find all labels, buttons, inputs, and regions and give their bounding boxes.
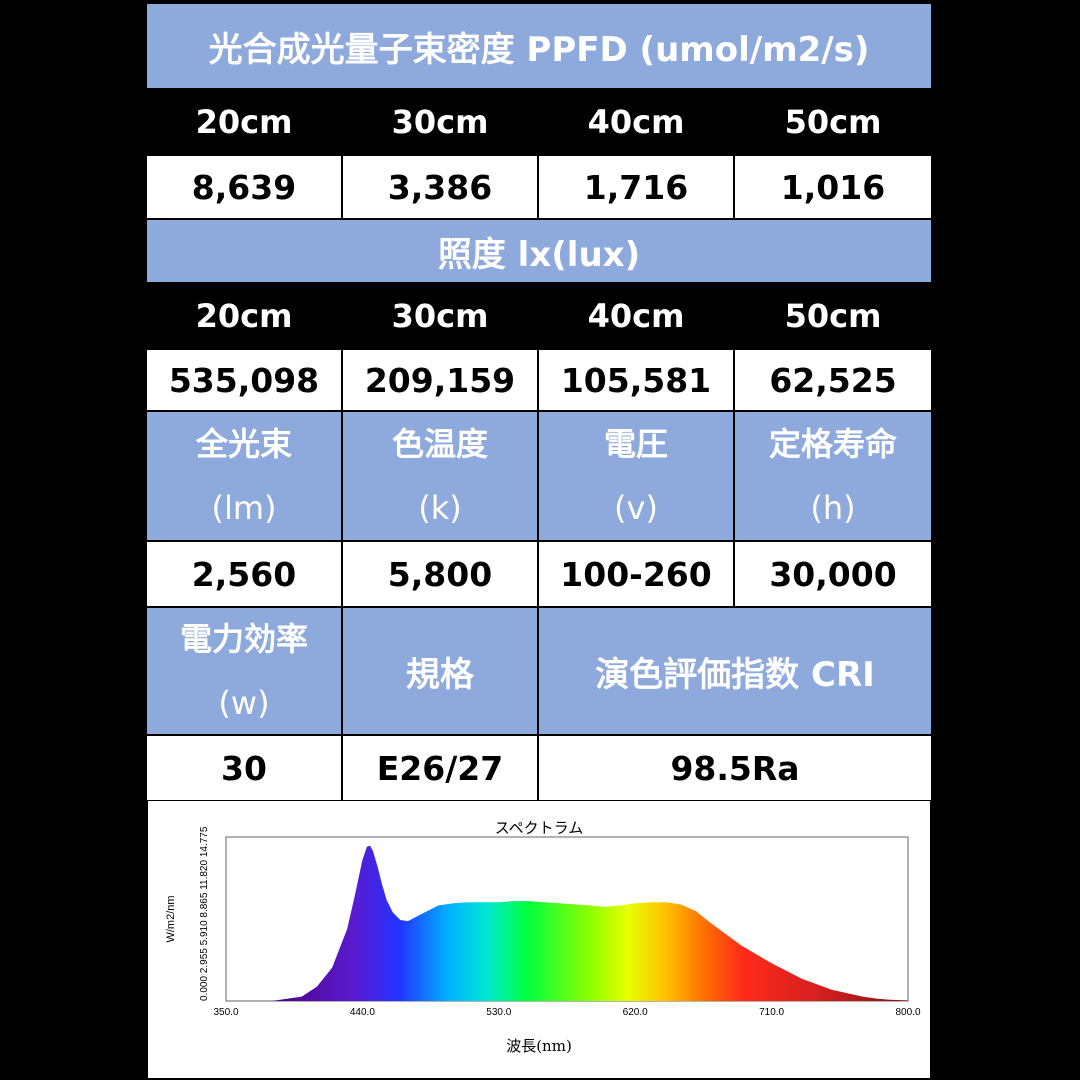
ppfd-value-30: 3,386	[343, 156, 539, 220]
x-tick-label: 620.0	[623, 1007, 648, 1018]
x-tick-label: 710.0	[759, 1007, 784, 1018]
y-axis-label: W/m2/nm	[165, 895, 177, 942]
ppfd-distance-30: 30cm	[343, 90, 539, 156]
ppfd-value-40: 1,716	[539, 156, 735, 220]
rated-life-unit: (h)	[810, 489, 856, 527]
lux-value-30: 209,159	[343, 350, 539, 412]
rated-life-header: 定格寿命 (h)	[735, 412, 931, 542]
rated-life-label: 定格寿命	[768, 425, 897, 463]
rated-life-value: 30,000	[735, 542, 931, 608]
specs1-header-row: 全光束 (lm) 色温度 (k) 電圧 (v) 定格寿命 (h)	[147, 412, 931, 542]
voltage-label: 電圧	[603, 425, 668, 463]
ppfd-title-row: 光合成光量子束密度 PPFD (umol/m2/s)	[147, 4, 931, 90]
x-tick-label: 350.0	[213, 1007, 238, 1018]
power-value: 30	[147, 736, 343, 802]
socket-value: E26/27	[343, 736, 539, 802]
specs1-value-row: 2,560 5,800 100-260 30,000	[147, 542, 931, 608]
ppfd-value-20: 8,639	[147, 156, 343, 220]
lux-distance-50: 50cm	[735, 284, 931, 350]
voltage-header: 電圧 (v)	[539, 412, 735, 542]
lux-distance-row: 20cm 30cm 40cm 50cm	[147, 284, 931, 350]
x-tick-label: 530.0	[486, 1007, 511, 1018]
chart-title: スペクトラム	[494, 819, 584, 837]
color-temperature-value: 5,800	[343, 542, 539, 608]
lux-distance-20: 20cm	[147, 284, 343, 350]
lux-value-50: 62,525	[735, 350, 931, 412]
cri-value: 98.5Ra	[539, 736, 931, 802]
x-tick-label: 800.0	[895, 1007, 920, 1018]
spectrum-plot: 350.0 440.0 530.0 620.0 710.0 800.0 0.000 2.95…	[165, 826, 921, 1018]
spectrum-chart: スペクトラム 350.0 440.0 530.0 620.0 710.0 800.0 0.0…	[148, 801, 930, 1078]
luminous-flux-value: 2,560	[147, 542, 343, 608]
power-label: 電力効率	[179, 620, 308, 658]
lux-distance-30: 30cm	[343, 284, 539, 350]
lux-title-row: 照度 lx(lux)	[147, 220, 931, 284]
color-temperature-unit: (k)	[418, 489, 462, 527]
lux-value-row: 535,098 209,159 105,581 62,525	[147, 350, 931, 412]
spec-table: 光合成光量子束密度 PPFD (umol/m2/s) 20cm 30cm 40c…	[147, 4, 931, 802]
lux-value-20: 535,098	[147, 350, 343, 412]
x-axis-label: 波長(nm)	[506, 1037, 572, 1055]
luminous-flux-unit: (lm)	[211, 489, 277, 527]
socket-header: 規格	[343, 608, 539, 736]
luminous-flux-header: 全光束 (lm)	[147, 412, 343, 542]
cri-header: 演色評価指数 CRI	[539, 608, 931, 736]
lux-title: 照度 lx(lux)	[147, 220, 931, 284]
ppfd-distance-50: 50cm	[735, 90, 931, 156]
ppfd-title: 光合成光量子束密度 PPFD (umol/m2/s)	[147, 4, 931, 90]
y-tick-labels: 0.000 2.955 5.910 8.865 11.820 14.775	[199, 826, 210, 1001]
ppfd-value-row: 8,639 3,386 1,716 1,016	[147, 156, 931, 220]
luminous-flux-label: 全光束	[195, 425, 292, 463]
color-temperature-label: 色温度	[391, 425, 488, 463]
voltage-value: 100-260	[539, 542, 735, 608]
color-temperature-header: 色温度 (k)	[343, 412, 539, 542]
power-header: 電力効率 (w)	[147, 608, 343, 736]
ppfd-distance-20: 20cm	[147, 90, 343, 156]
voltage-unit: (v)	[614, 489, 658, 527]
specs2-value-row: 30 E26/27 98.5Ra	[147, 736, 931, 802]
lux-distance-40: 40cm	[539, 284, 735, 350]
ppfd-distance-40: 40cm	[539, 90, 735, 156]
power-unit: (w)	[218, 684, 270, 722]
x-tick-label: 440.0	[350, 1007, 375, 1018]
lux-value-40: 105,581	[539, 350, 735, 412]
spectrum-area	[271, 845, 908, 1001]
ppfd-value-50: 1,016	[735, 156, 931, 220]
ppfd-distance-row: 20cm 30cm 40cm 50cm	[147, 90, 931, 156]
specs2-header-row: 電力効率 (w) 規格 演色評価指数 CRI	[147, 608, 931, 736]
